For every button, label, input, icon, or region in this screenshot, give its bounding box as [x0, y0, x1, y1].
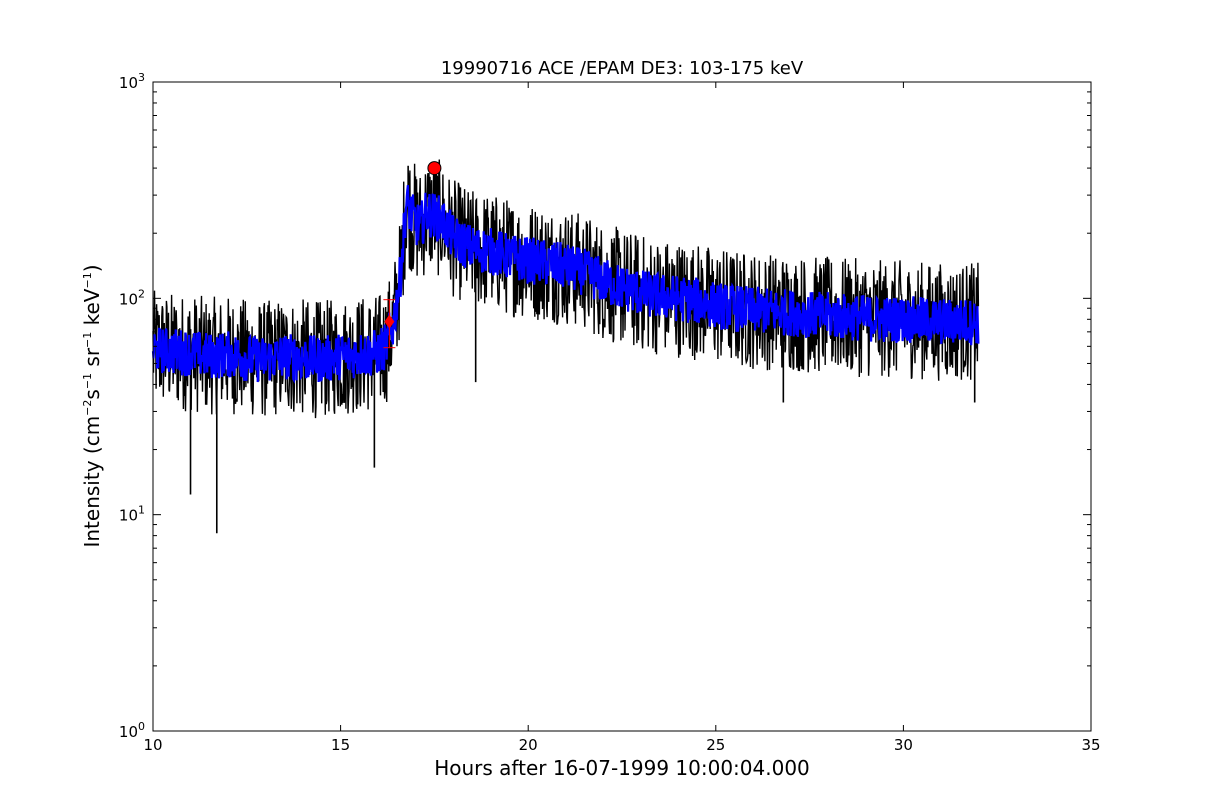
chart-title: 19990716 ACE /EPAM DE3: 103-175 keV [441, 58, 804, 79]
y-tick-label: 102 [119, 287, 145, 308]
plot-area [151, 159, 980, 534]
x-axis-label: Hours after 16-07-1999 10:00:04.000 [434, 756, 810, 780]
onset-marker [384, 314, 395, 329]
x-axis: 10 15 20 25 30 35 [143, 82, 1101, 754]
y-axis: 100 101 102 103 [119, 71, 1091, 741]
smoothed-intensity-line [151, 184, 980, 384]
x-tick-label: 30 [894, 736, 913, 754]
raw-intensity-line [152, 159, 980, 419]
x-tick-label: 15 [331, 736, 350, 754]
y-tick-label: 101 [119, 504, 145, 525]
x-tick-label: 25 [706, 736, 725, 754]
y-tick-label: 103 [119, 71, 145, 92]
y-axis-label: Intensity (cm−2s−1 sr−1 keV−1) [80, 264, 104, 547]
plot-frame [152, 81, 1092, 732]
y-tick-label: 100 [119, 720, 145, 741]
x-tick-label: 20 [519, 736, 538, 754]
x-tick-label: 10 [143, 736, 162, 754]
x-tick-label: 35 [1081, 736, 1100, 754]
peak-marker [427, 161, 442, 176]
